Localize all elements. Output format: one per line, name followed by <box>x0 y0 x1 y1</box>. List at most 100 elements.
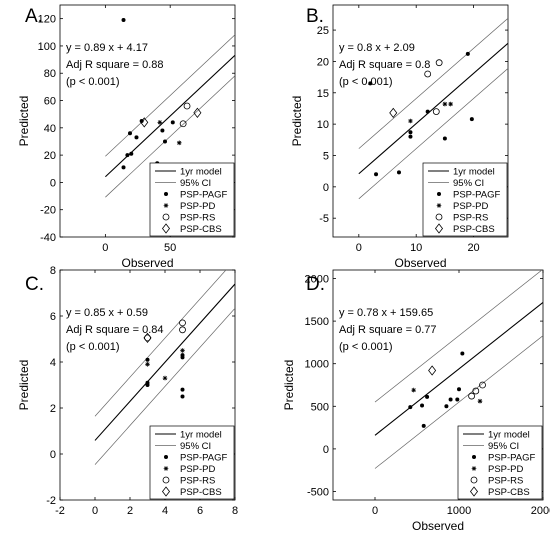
legend-swatch <box>164 192 168 196</box>
psp-rs-point <box>468 392 476 400</box>
x-axis-label: Observed <box>394 256 446 270</box>
legend-swatch <box>163 203 169 208</box>
equation: y = 0.78 x + 159.65 <box>339 307 433 319</box>
psp-pagf-point <box>455 397 460 402</box>
ci-line <box>358 17 508 149</box>
legend-label-pagf: PSP-PAGF <box>488 453 536 464</box>
psp-pagf-point <box>180 355 185 360</box>
ci-line <box>105 75 235 198</box>
panel-label: D. <box>306 274 325 295</box>
legend-label-cbs: PSP-CBS <box>488 487 530 498</box>
adj-r2: Adj R square = 0.88 <box>66 59 164 71</box>
points <box>368 51 474 177</box>
psp-pagf-point <box>145 383 150 387</box>
y-axis-label: Predicted <box>17 96 31 147</box>
legend-label-ci: 95% CI <box>488 441 519 452</box>
legend-label-pagf: PSP-PAGF <box>180 190 228 201</box>
x-tick-label: 0 <box>372 505 378 517</box>
psp-pagf-point <box>145 357 150 362</box>
y-tick-label: -2 <box>46 495 56 507</box>
psp-pagf-point <box>420 403 425 408</box>
psp-rs-point <box>179 319 186 327</box>
psp-pagf-point <box>396 170 401 175</box>
psp-pagf-point <box>121 165 126 170</box>
psp-pagf-point <box>448 397 453 402</box>
y-axis-label: Predicted <box>290 96 304 147</box>
y-tick-label: 8 <box>50 265 56 277</box>
psp-rs-point <box>179 120 187 128</box>
y-tick-label: 4 <box>50 357 56 369</box>
fit-lines <box>374 270 543 469</box>
y-tick-label: 2000 <box>305 274 329 286</box>
y-axis-label: Predicted <box>282 360 296 411</box>
x-tick-label: 10 <box>410 242 422 254</box>
x-tick-label: 6 <box>197 505 203 517</box>
legend-label-cbs: PSP-CBS <box>180 224 222 235</box>
psp-pagf-point <box>128 131 132 136</box>
x-tick-label: 0 <box>92 505 98 517</box>
y-tick-label: 0 <box>50 177 56 189</box>
x-axis-label: Observed <box>121 256 173 270</box>
y-tick-label: -5 <box>319 213 329 225</box>
legend-label-ci: 95% CI <box>180 178 211 189</box>
legend-swatch <box>434 223 444 234</box>
psp-cbs-point <box>143 332 152 344</box>
psp-pd-point <box>442 101 448 107</box>
psp-pd-point <box>411 387 416 393</box>
x-tick-label: 0 <box>356 242 362 254</box>
legend-swatch <box>471 466 477 471</box>
psp-pagf-point <box>170 120 175 125</box>
legend-label-cbs: PSP-CBS <box>453 224 495 235</box>
y-tick-label: 1000 <box>305 359 329 371</box>
psp-pagf-point <box>129 151 134 156</box>
points <box>143 319 186 399</box>
legend-label-model: 1yr model <box>180 430 222 441</box>
legend-label-pd: PSP-PD <box>453 201 489 212</box>
legend-swatch <box>162 213 170 221</box>
psp-pagf-point <box>421 423 426 428</box>
psp-pagf-point <box>465 51 470 56</box>
y-tick-label: 20 <box>44 150 56 162</box>
p-value: (p < 0.001) <box>339 341 393 353</box>
legend-label-pagf: PSP-PAGF <box>180 453 228 464</box>
x-tick-label: 50 <box>164 242 176 254</box>
psp-pagf-point <box>408 130 413 135</box>
equation: y = 0.89 x + 4.17 <box>66 42 148 54</box>
legend-label-ci: 95% CI <box>453 178 484 189</box>
legend-label-model: 1yr model <box>180 167 222 178</box>
ci-line <box>374 335 543 469</box>
x-tick-label: 20 <box>467 242 479 254</box>
legend-swatch <box>161 486 171 497</box>
legend-label-pd: PSP-PD <box>180 464 216 475</box>
y-tick-label: 15 <box>317 88 329 100</box>
fit-lines <box>358 17 508 200</box>
plot-area <box>332 269 544 501</box>
y-tick-label: 5 <box>323 150 329 162</box>
y-tick-label: 25 <box>317 25 329 37</box>
equation: y = 0.85 x + 0.59 <box>66 307 148 319</box>
psp-rs-point <box>435 59 443 67</box>
psp-pd-point <box>180 348 185 353</box>
psp-rs-point <box>479 381 486 389</box>
y-tick-label: 6 <box>50 311 56 323</box>
ci-line <box>94 270 227 417</box>
y-tick-label: 80 <box>44 68 56 80</box>
p-value: (p < 0.001) <box>339 76 393 88</box>
chart-d: 0 1000 2000 -500 0 500 1000 1500 2000 Observed Pre… <box>282 269 550 533</box>
psp-pagf-point <box>368 81 373 86</box>
panel-label: B. <box>306 6 324 27</box>
legend-label-pagf: PSP-PAGF <box>453 190 501 201</box>
legend-swatch <box>436 203 442 208</box>
y-tick-label: 2 <box>50 403 56 415</box>
ci-line <box>374 270 543 403</box>
legend-box <box>422 162 508 237</box>
legend-box <box>149 425 235 500</box>
y-tick-label: 0 <box>323 444 329 456</box>
psp-pagf-point <box>425 394 430 399</box>
psp-pagf-point <box>125 153 130 158</box>
legend-label-rs: PSP-RS <box>488 476 523 487</box>
psp-rs-point <box>432 108 440 115</box>
y-tick-label: -20 <box>40 205 56 217</box>
